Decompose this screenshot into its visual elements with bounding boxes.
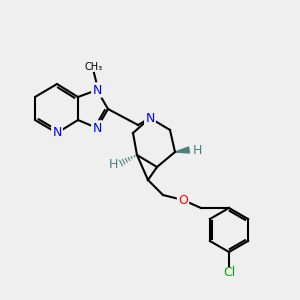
Polygon shape <box>175 147 189 153</box>
Text: N: N <box>52 127 62 140</box>
Text: H: H <box>108 158 118 172</box>
Text: N: N <box>92 83 102 97</box>
Text: N: N <box>145 112 155 124</box>
Text: H: H <box>192 143 202 157</box>
Text: N: N <box>92 122 102 134</box>
Text: O: O <box>178 194 188 206</box>
Text: Cl: Cl <box>223 266 235 280</box>
Text: CH₃: CH₃ <box>85 62 103 72</box>
